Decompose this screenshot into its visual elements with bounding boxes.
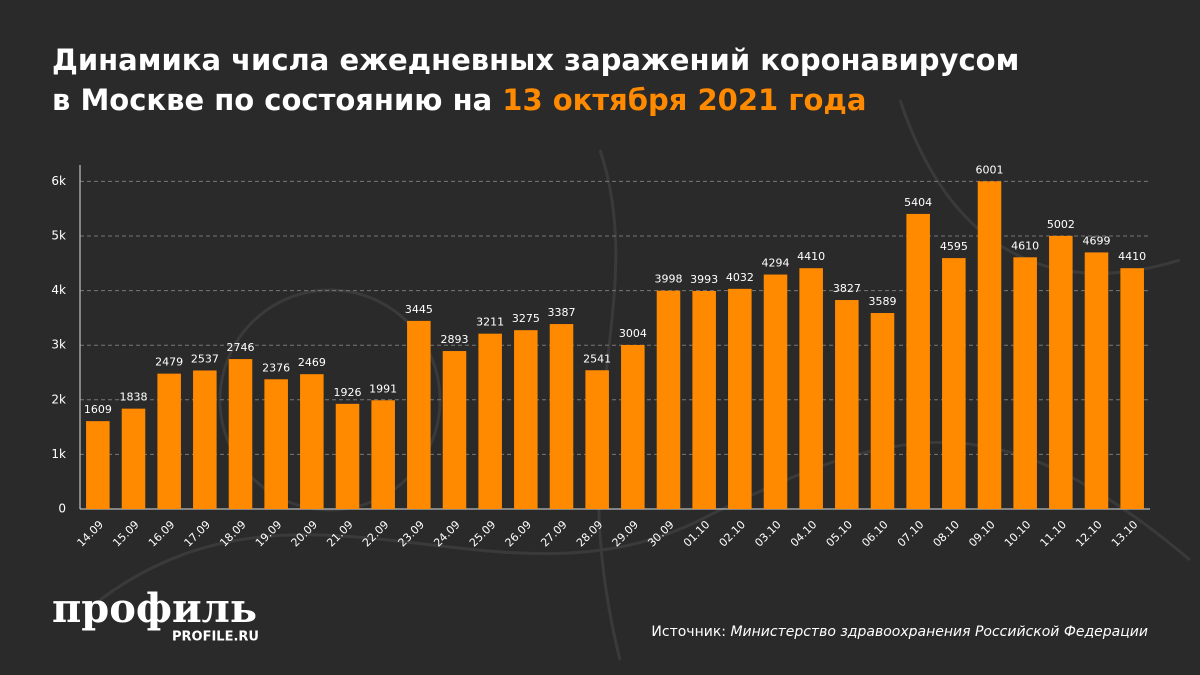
value-label: 2469 <box>298 356 326 369</box>
bar <box>86 421 110 509</box>
chart-title: Динамика числа ежедневных заражений коро… <box>52 43 1019 77</box>
value-label: 4699 <box>1083 234 1111 247</box>
logo-site: PROFILE.RU <box>172 630 259 645</box>
value-label: 3004 <box>619 327 647 340</box>
title-date: 13 октября 2021 года <box>502 83 866 117</box>
value-label: 2746 <box>227 341 255 354</box>
y-tick-label: 3k <box>51 338 66 352</box>
logo: профиль <box>52 585 257 632</box>
bar <box>228 359 253 509</box>
bar <box>1013 257 1037 509</box>
value-label: 4294 <box>762 257 790 270</box>
bar <box>300 374 324 509</box>
y-tick-label: 1k <box>51 447 66 461</box>
value-label: 3827 <box>833 282 861 295</box>
bar <box>799 268 823 509</box>
bar <box>835 300 859 509</box>
bar <box>478 333 502 509</box>
bar <box>656 290 681 509</box>
value-label: 3589 <box>869 295 897 308</box>
y-tick-label: 4k <box>51 283 66 297</box>
value-label: 3993 <box>690 273 718 286</box>
value-label: 1926 <box>334 386 362 399</box>
bar <box>1049 235 1073 509</box>
y-tick-label: 0 <box>58 502 66 516</box>
value-label: 2537 <box>191 352 219 365</box>
value-label: 1991 <box>369 382 397 395</box>
value-label: 4595 <box>940 240 968 253</box>
value-label: 5002 <box>1047 218 1075 231</box>
title-line: в Москве по состоянию на <box>52 83 492 117</box>
bar <box>1084 252 1109 509</box>
bar <box>335 403 360 509</box>
y-tick-label: 2k <box>51 392 66 406</box>
value-label: 3998 <box>655 273 683 286</box>
bar <box>906 213 930 509</box>
value-label: 2893 <box>441 333 469 346</box>
source-label: Источник: <box>651 624 726 640</box>
bar <box>942 258 966 509</box>
bar <box>371 400 395 509</box>
bar <box>121 408 146 509</box>
value-label: 3275 <box>512 312 540 325</box>
chart-title: в Москве по состоянию на 13 октября 2021… <box>52 83 866 117</box>
bar <box>585 370 609 509</box>
value-label: 4410 <box>1118 250 1146 263</box>
value-label: 5404 <box>904 196 932 209</box>
value-label: 3211 <box>476 316 504 329</box>
source-text: Министерство здравоохранения Российской … <box>730 624 1148 640</box>
value-label: 4610 <box>1011 239 1039 252</box>
value-label: 4410 <box>797 250 825 263</box>
source: Источник: Министерство здравоохранения Р… <box>651 624 1148 640</box>
value-label: 3387 <box>548 306 576 319</box>
bar <box>407 320 431 509</box>
value-label: 2479 <box>155 356 183 369</box>
value-label: 2376 <box>262 361 290 374</box>
bar <box>870 313 895 509</box>
bar <box>621 344 645 509</box>
bar <box>157 373 181 509</box>
y-tick-label: 5k <box>51 228 66 242</box>
bar <box>442 351 467 509</box>
value-label: 4032 <box>726 271 754 284</box>
y-tick-label: 6k <box>51 174 66 188</box>
bar <box>514 330 538 509</box>
value-label: 3445 <box>405 303 433 316</box>
bar <box>977 181 1002 509</box>
bar <box>692 290 716 509</box>
bar <box>728 288 752 509</box>
value-label: 1609 <box>84 403 112 416</box>
value-label: 6001 <box>976 163 1004 176</box>
bar <box>763 274 788 509</box>
value-label: 2541 <box>583 352 611 365</box>
bar <box>1120 268 1144 509</box>
bar <box>193 370 217 509</box>
bar <box>264 379 288 509</box>
value-label: 1838 <box>120 391 148 404</box>
bar <box>549 324 574 509</box>
